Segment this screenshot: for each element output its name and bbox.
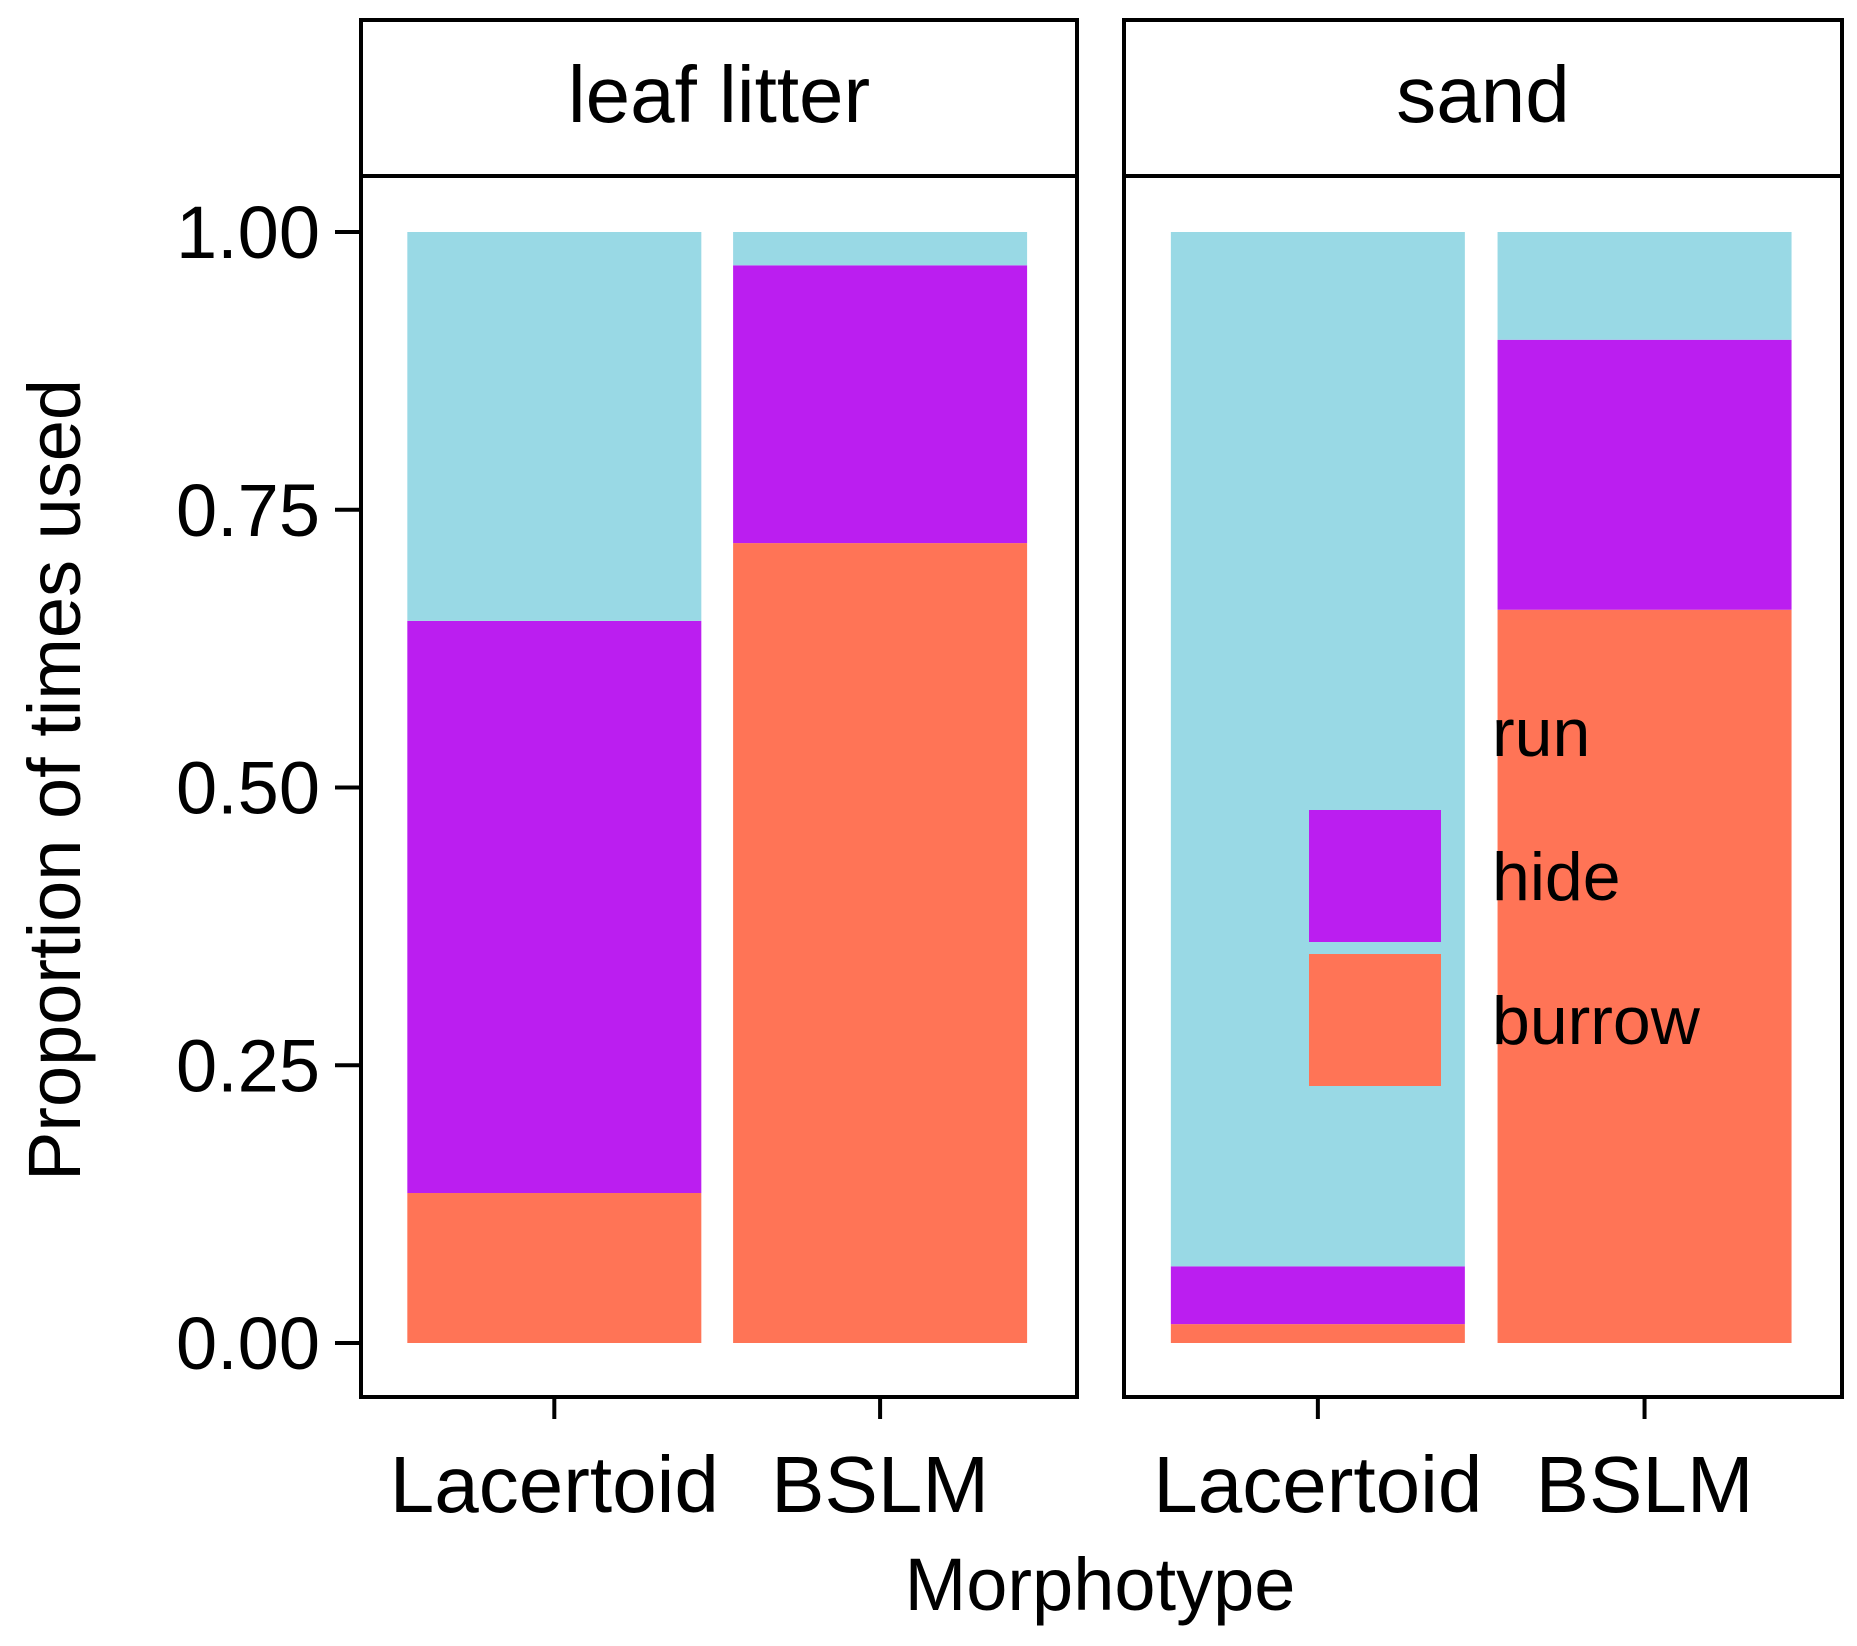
legend-label-burrow: burrow (1492, 983, 1701, 1059)
bar-segment-run-lacertoid (407, 232, 702, 621)
panel-border (359, 174, 1079, 1399)
y-tick-label: 0.50 (176, 747, 320, 830)
y-tick-label: 0.25 (176, 1024, 320, 1107)
y-axis-label: Proportion of times used (13, 379, 96, 1181)
y-tick-label: 0.75 (176, 469, 320, 552)
bar-segment-burrow-bslm (1497, 609, 1792, 1343)
bar-segment-run-bslm (1497, 232, 1792, 340)
facet-strip (1122, 18, 1844, 178)
bar-segment-burrow-bslm (733, 543, 1028, 1343)
panel-border (1122, 174, 1844, 1399)
panel-1: leaf litter Lacertoid BSLM (359, 18, 1079, 1529)
y-tick-label: 1.00 (176, 191, 320, 274)
legend-key-run (1309, 666, 1441, 798)
legend: run hide burrow (1309, 666, 1701, 1086)
facet-strip (359, 18, 1079, 178)
x-axis-label: Morphotype (905, 1543, 1296, 1626)
bar-segment-run-bslm (733, 232, 1028, 266)
legend-label-hide: hide (1492, 839, 1621, 915)
panels: leaf litter Lacertoid BSLM sand Lacertoid BSL… (359, 18, 1844, 1529)
x-tick-label: Lacertoid (1153, 1440, 1482, 1529)
bar-segment-hide-lacertoid (407, 620, 702, 1194)
bar-segment-hide-bslm (1497, 339, 1792, 610)
y-axis: 0.00 0.25 0.50 0.75 1.00 (176, 191, 359, 1385)
x-tick-label: BSLM (771, 1440, 989, 1529)
legend-key-burrow (1309, 954, 1441, 1086)
x-tick-label: Lacertoid (390, 1440, 719, 1529)
bar-segment-burrow-lacertoid (1170, 1324, 1465, 1343)
bars (407, 232, 1028, 1343)
bar-segment-hide-bslm (733, 265, 1028, 544)
facet-title: sand (1396, 50, 1569, 139)
bars (1170, 232, 1792, 1343)
bar-segment-burrow-lacertoid (407, 1193, 702, 1343)
legend-label-run: run (1492, 695, 1590, 771)
facet-title: leaf litter (568, 50, 870, 139)
y-tick-label: 0.00 (176, 1302, 320, 1385)
bar-segment-hide-lacertoid (1170, 1266, 1465, 1325)
legend-key-hide (1309, 810, 1441, 942)
panel-2: sand Lacertoid BSLM (1122, 18, 1844, 1529)
x-tick-label: BSLM (1536, 1440, 1754, 1529)
